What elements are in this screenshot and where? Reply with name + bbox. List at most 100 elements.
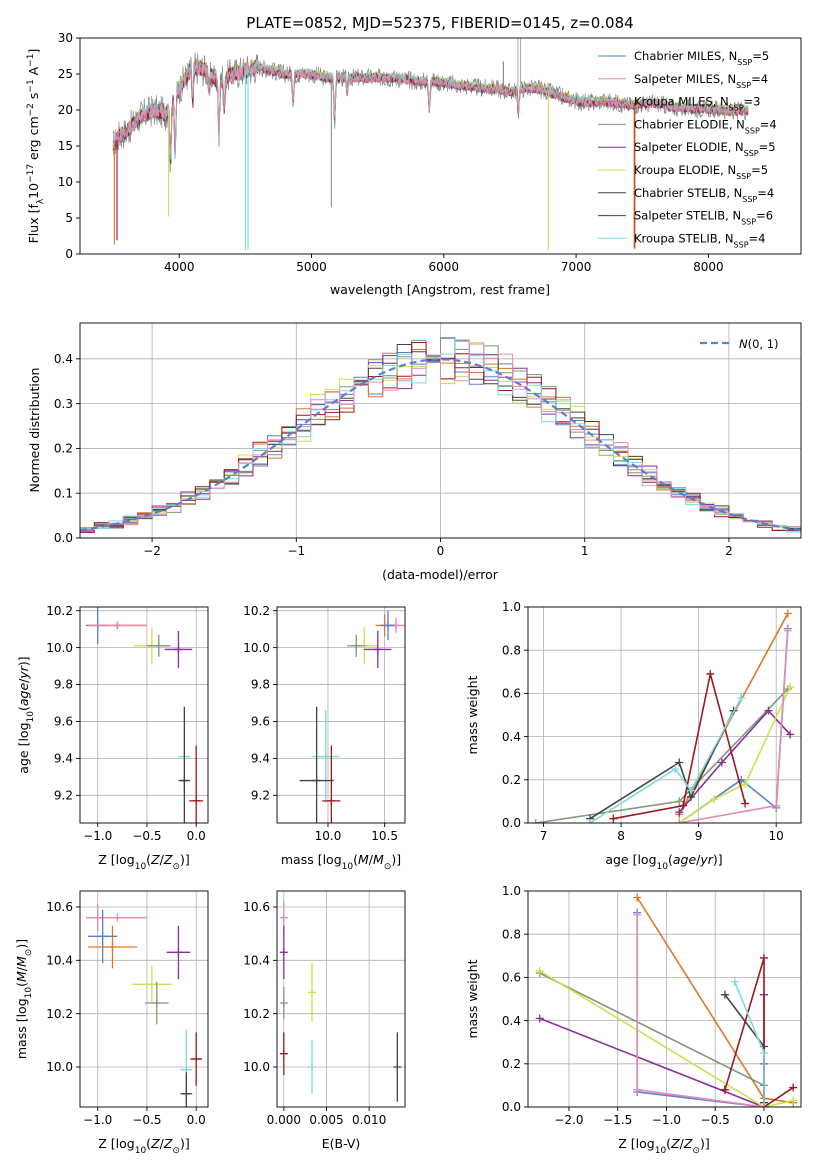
age-vs-z-frame [79,606,209,824]
y-tick-label: 0.2 [54,442,73,456]
y-tick-label: 10.0 [243,641,270,655]
data-point [108,943,117,951]
x-tick-label: 9 [695,829,703,843]
y-tick-label: 10.0 [46,1060,73,1074]
data-point [180,776,189,785]
x-tick-label: 7 [540,829,548,843]
y-tick-label: 0.4 [502,1014,521,1028]
x-tick-label: 6000 [429,260,460,274]
x-axis-label: age [log10(age/yr)] [605,852,722,872]
data-point [352,641,361,650]
data-point [609,814,618,823]
data-point [783,626,792,635]
chart-title: PLATE=0852, MJD=52375, FIBERID=0145, z=0… [246,14,633,32]
y-tick-label: 15 [58,139,73,153]
legend-entry: N(0, 1) [739,337,779,351]
legend-entry: Chabrier STELIB, NSSP=4 [634,186,774,204]
x-tick-label: 10 [769,829,784,843]
y-tick-label: 0.6 [502,687,521,701]
data-point [152,999,161,1007]
x-axis-label: E(B-V) [322,1136,361,1151]
data-point [675,808,684,817]
y-tick-label: 1.0 [502,600,521,614]
data-point [393,1063,402,1071]
y-tick-label: 10.4 [46,954,73,968]
age-vs-mass-frame [276,606,406,824]
weight-vs-age-frame [527,606,802,824]
data-point [759,1049,768,1057]
y-tick-label: 10.6 [46,900,73,914]
x-axis-label: wavelength [Angstrom, rest frame] [330,282,550,297]
x-tick-label: 7000 [561,260,592,274]
data-point [279,1049,288,1058]
y-tick-label: 10.0 [46,641,73,655]
x-tick-label: 0 [437,544,445,558]
data-point [147,980,156,989]
data-point [720,990,729,999]
x-axis-label: Z [log10(Z/Z⊙)] [98,1136,190,1156]
y-tick-label: 9.6 [54,715,73,729]
legend-entry: Salpeter ELODIE, NSSP=5 [634,140,776,158]
y-tick-label: 0.0 [502,1100,521,1114]
mass-vs-ebv-plot-area [279,901,402,1102]
y-tick-label: 10.2 [46,1007,73,1021]
x-axis-label: Z [log10(Z/Z⊙)] [98,852,190,872]
spectrum-legend: Chabrier MILES, NSSP=5 Salpeter MILES, NS… [598,49,777,249]
data-point [586,819,595,823]
age-vs-mass-axes: 10.0 10.5 9.2 9.4 9.6 9.8 10.0 10.2 [243,604,406,843]
weight-series [539,972,765,1087]
y-tick-label: 10 [58,175,73,189]
age-vs-z-plot-area [85,607,204,823]
y-tick-label: 25 [58,67,73,81]
y-tick-label: 0.8 [502,643,521,657]
x-tick-label: −2 [143,544,161,558]
data-point [113,913,122,922]
x-tick-label: 0.005 [309,1113,343,1127]
weight-vs-age-plot-area [531,609,795,823]
y-axis-label: mass [log10(M/M⊙)] [14,939,34,1059]
legend-entry: Salpeter STELIB, NSSP=6 [634,209,773,227]
data-point [789,1096,798,1105]
y-axis-label: Flux [fλ10−17 erg cm−2 s−1 A−1] [26,49,46,244]
y-tick-label: 30 [58,31,73,45]
data-point [535,1014,544,1023]
data-point [759,1103,768,1107]
weight-series [589,697,743,823]
y-tick-label: 5 [65,211,73,225]
x-tick-label: −0.5 [701,1113,730,1127]
mass-vs-z-frame [79,890,209,1108]
legend-entry: Kroupa ELODIE, NSSP=5 [634,163,768,181]
y-tick-label: 10.2 [243,604,270,618]
age-vs-mass-plot-area [299,610,405,823]
y-axis-label: mass weight [465,675,480,754]
y-tick-label: 20 [58,103,73,117]
data-point [789,1083,798,1092]
legend-entry: Kroupa STELIB, NSSP=4 [634,231,765,249]
data-point [373,645,382,654]
data-point [741,799,750,808]
x-tick-label: 5000 [296,260,327,274]
data-point [531,819,540,823]
x-tick-label: 4000 [164,260,195,274]
data-point [720,1085,729,1094]
data-point [671,765,680,773]
weight-vs-age-axes: 7 8 9 10 0.0 0.2 0.4 0.6 0.8 1.0 [502,600,802,843]
y-axis-label: mass weight [465,959,480,1038]
data-point [192,1055,201,1063]
y-tick-label: 0 [65,247,73,261]
data-point [321,752,330,761]
data-point [786,730,795,739]
data-point [786,682,795,691]
y-tick-label: 9.2 [54,789,73,803]
x-tick-label: 0.000 [267,1113,301,1127]
y-tick-label: 9.2 [251,789,270,803]
weight-vs-z-plot-area [535,893,798,1107]
x-tick-label: −0.5 [132,829,161,843]
spectrum-plot-area [112,38,749,251]
data-point [279,999,288,1007]
y-tick-label: 0.4 [54,352,73,366]
y-axis-label: Normed distribution [27,368,42,493]
y-tick-label: 9.8 [251,678,270,692]
weight-series [724,957,794,1107]
